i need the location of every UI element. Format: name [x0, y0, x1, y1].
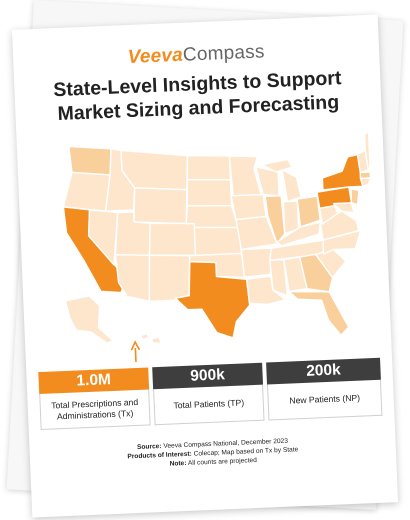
stat-np-label: New Patients (NP)	[267, 379, 383, 421]
state-colorado	[148, 222, 197, 257]
state-kansas	[193, 226, 243, 257]
state-alaska	[64, 295, 114, 344]
state-oregon	[62, 171, 111, 212]
state-wyoming	[133, 187, 188, 225]
state-washington	[68, 145, 112, 176]
state-maryland	[332, 202, 355, 214]
state-iowa	[230, 193, 267, 221]
stat-np-label-text: New Patients (NP)	[289, 392, 361, 406]
footer-note-label: Note:	[169, 459, 187, 468]
stat-tp-label: Total Patients (TP)	[153, 384, 265, 426]
state-new-mexico	[148, 254, 191, 303]
state-arizona	[114, 254, 151, 303]
state-louisiana	[245, 275, 287, 306]
stat-tp-label-text: Total Patients (TP)	[173, 397, 245, 411]
state-ohio	[296, 195, 321, 228]
state-georgia	[299, 253, 334, 293]
state-hawaii-2	[150, 336, 162, 344]
page-title: State-Level Insights to Support Market S…	[24, 65, 372, 127]
state-new-jersey	[350, 188, 360, 206]
state-north-dakota	[186, 154, 232, 181]
state-connecticut-ri	[359, 177, 372, 188]
state-michigan-upper	[261, 158, 293, 173]
stat-tx-label: Total Prescriptions and Administrations …	[39, 389, 151, 431]
state-minnesota	[228, 155, 262, 197]
state-mississippi	[269, 258, 289, 297]
state-south-dakota	[186, 178, 233, 207]
footer-note-value: All counts are projected	[187, 457, 257, 467]
logo-compass-text: Compass	[182, 41, 265, 66]
infographic-card: VeevaCompass State-Level Insights to Sup…	[11, 14, 399, 518]
footer-source-label: Source:	[136, 442, 162, 452]
state-new-york	[321, 153, 364, 191]
state-maine	[363, 131, 371, 171]
state-arkansas	[240, 247, 273, 279]
state-texas	[174, 260, 251, 339]
pointer-arrow-line	[134, 347, 137, 363]
stat-tx-label-text: Total Prescriptions and Administrations …	[51, 396, 139, 421]
state-florida	[288, 290, 350, 337]
logo-veeva-text: Veeva	[127, 44, 184, 69]
state-hawaii	[140, 332, 150, 341]
state-kentucky	[276, 221, 321, 247]
us-state-map	[62, 131, 372, 363]
pointer-arrow-head	[130, 340, 141, 351]
state-michigan	[281, 168, 302, 203]
